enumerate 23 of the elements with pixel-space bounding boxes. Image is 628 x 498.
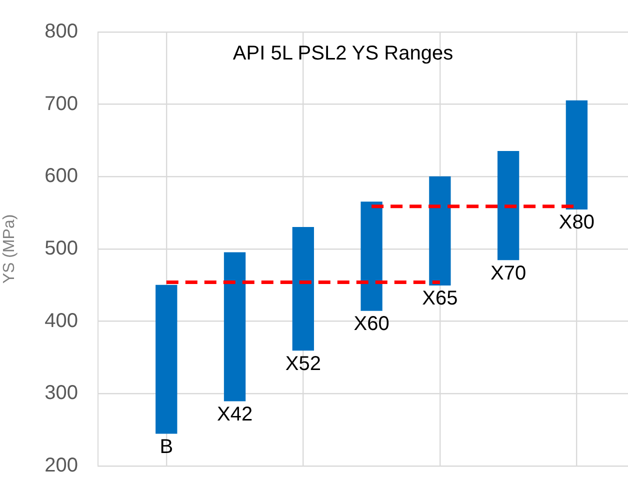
- annotation: X60: [354, 313, 390, 335]
- y-tick-label: 800: [44, 20, 78, 43]
- bar: [429, 176, 451, 286]
- annotation: X65: [422, 288, 458, 310]
- bar: [360, 202, 382, 311]
- bar: [566, 100, 588, 210]
- annotation: B: [160, 436, 174, 458]
- annotation: X70: [490, 262, 526, 284]
- bar: [224, 252, 246, 402]
- y-tick-label: 500: [44, 238, 78, 260]
- y-tick-label: 600: [44, 165, 78, 188]
- y-tick-label: 400: [44, 310, 78, 332]
- annotation: X42: [216, 403, 253, 426]
- y-tick-label: 200: [44, 454, 78, 477]
- y-tick-label: 700: [44, 92, 78, 115]
- bar: [497, 151, 520, 260]
- text: API 5L PSL2 YS Ranges: [232, 42, 454, 65]
- bar: [292, 226, 314, 351]
- annotation: X80: [558, 212, 595, 234]
- bar: [156, 284, 178, 434]
- y-tick-label: 300: [44, 382, 78, 404]
- y-axis-title: YS (MPa): [1, 214, 18, 284]
- annotation: X52: [285, 352, 321, 375]
